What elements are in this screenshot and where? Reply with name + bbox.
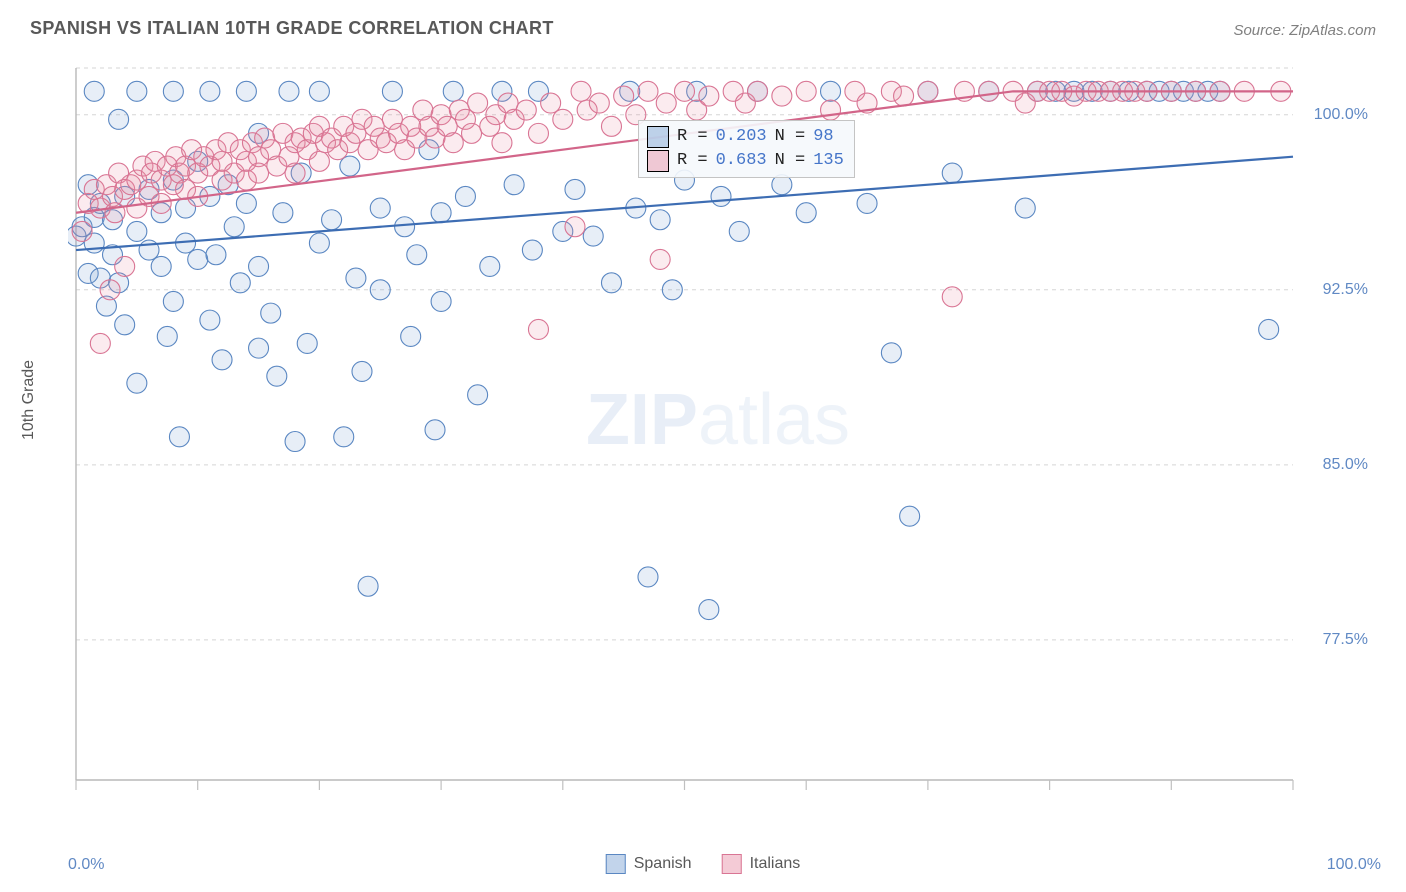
square-icon [606,854,626,874]
source-label: Source: ZipAtlas.com [1233,22,1376,39]
stats-n-value-a: 98 [813,125,833,149]
stats-n-label-b: N = [775,149,806,173]
chart-container: SPANISH VS ITALIAN 10TH GRADE CORRELATIO… [0,0,1406,892]
stats-row-italians: R = 0.683 N = 135 [647,149,844,173]
stats-n-value-b: 135 [813,149,844,173]
stats-r-value-b: 0.683 [716,149,767,173]
x-axis-max-label: 100.0% [1327,856,1381,874]
square-icon [722,854,742,874]
legend-label-spanish: Spanish [634,855,692,872]
legend-label-italians: Italians [750,855,801,872]
y-tick-label: 100.0% [1310,106,1368,124]
y-tick-label: 92.5% [1319,281,1368,299]
stats-row-spanish: R = 0.203 N = 98 [647,125,844,149]
legend-item-spanish: Spanish [606,854,692,874]
legend-item-italians: Italians [722,854,801,874]
legend-bottom: Spanish Italians [606,854,801,874]
stats-r-label-a: R = [677,125,708,149]
y-tick-label: 85.0% [1319,456,1368,474]
x-axis-min-label: 0.0% [68,856,104,874]
stats-r-label-b: R = [677,149,708,173]
stats-legend-box: R = 0.203 N = 98 R = 0.683 N = 135 [638,120,855,178]
chart-title: SPANISH VS ITALIAN 10TH GRADE CORRELATIO… [30,18,554,39]
stats-r-value-a: 0.203 [716,125,767,149]
plot-area: ZIPatlas R = 0.203 N = 98 R = 0.683 N = … [68,60,1368,810]
square-icon [647,126,669,148]
y-axis-label: 10th Grade [20,360,38,440]
stats-n-label-a: N = [775,125,806,149]
y-tick-label: 77.5% [1319,631,1368,649]
square-icon [647,150,669,172]
